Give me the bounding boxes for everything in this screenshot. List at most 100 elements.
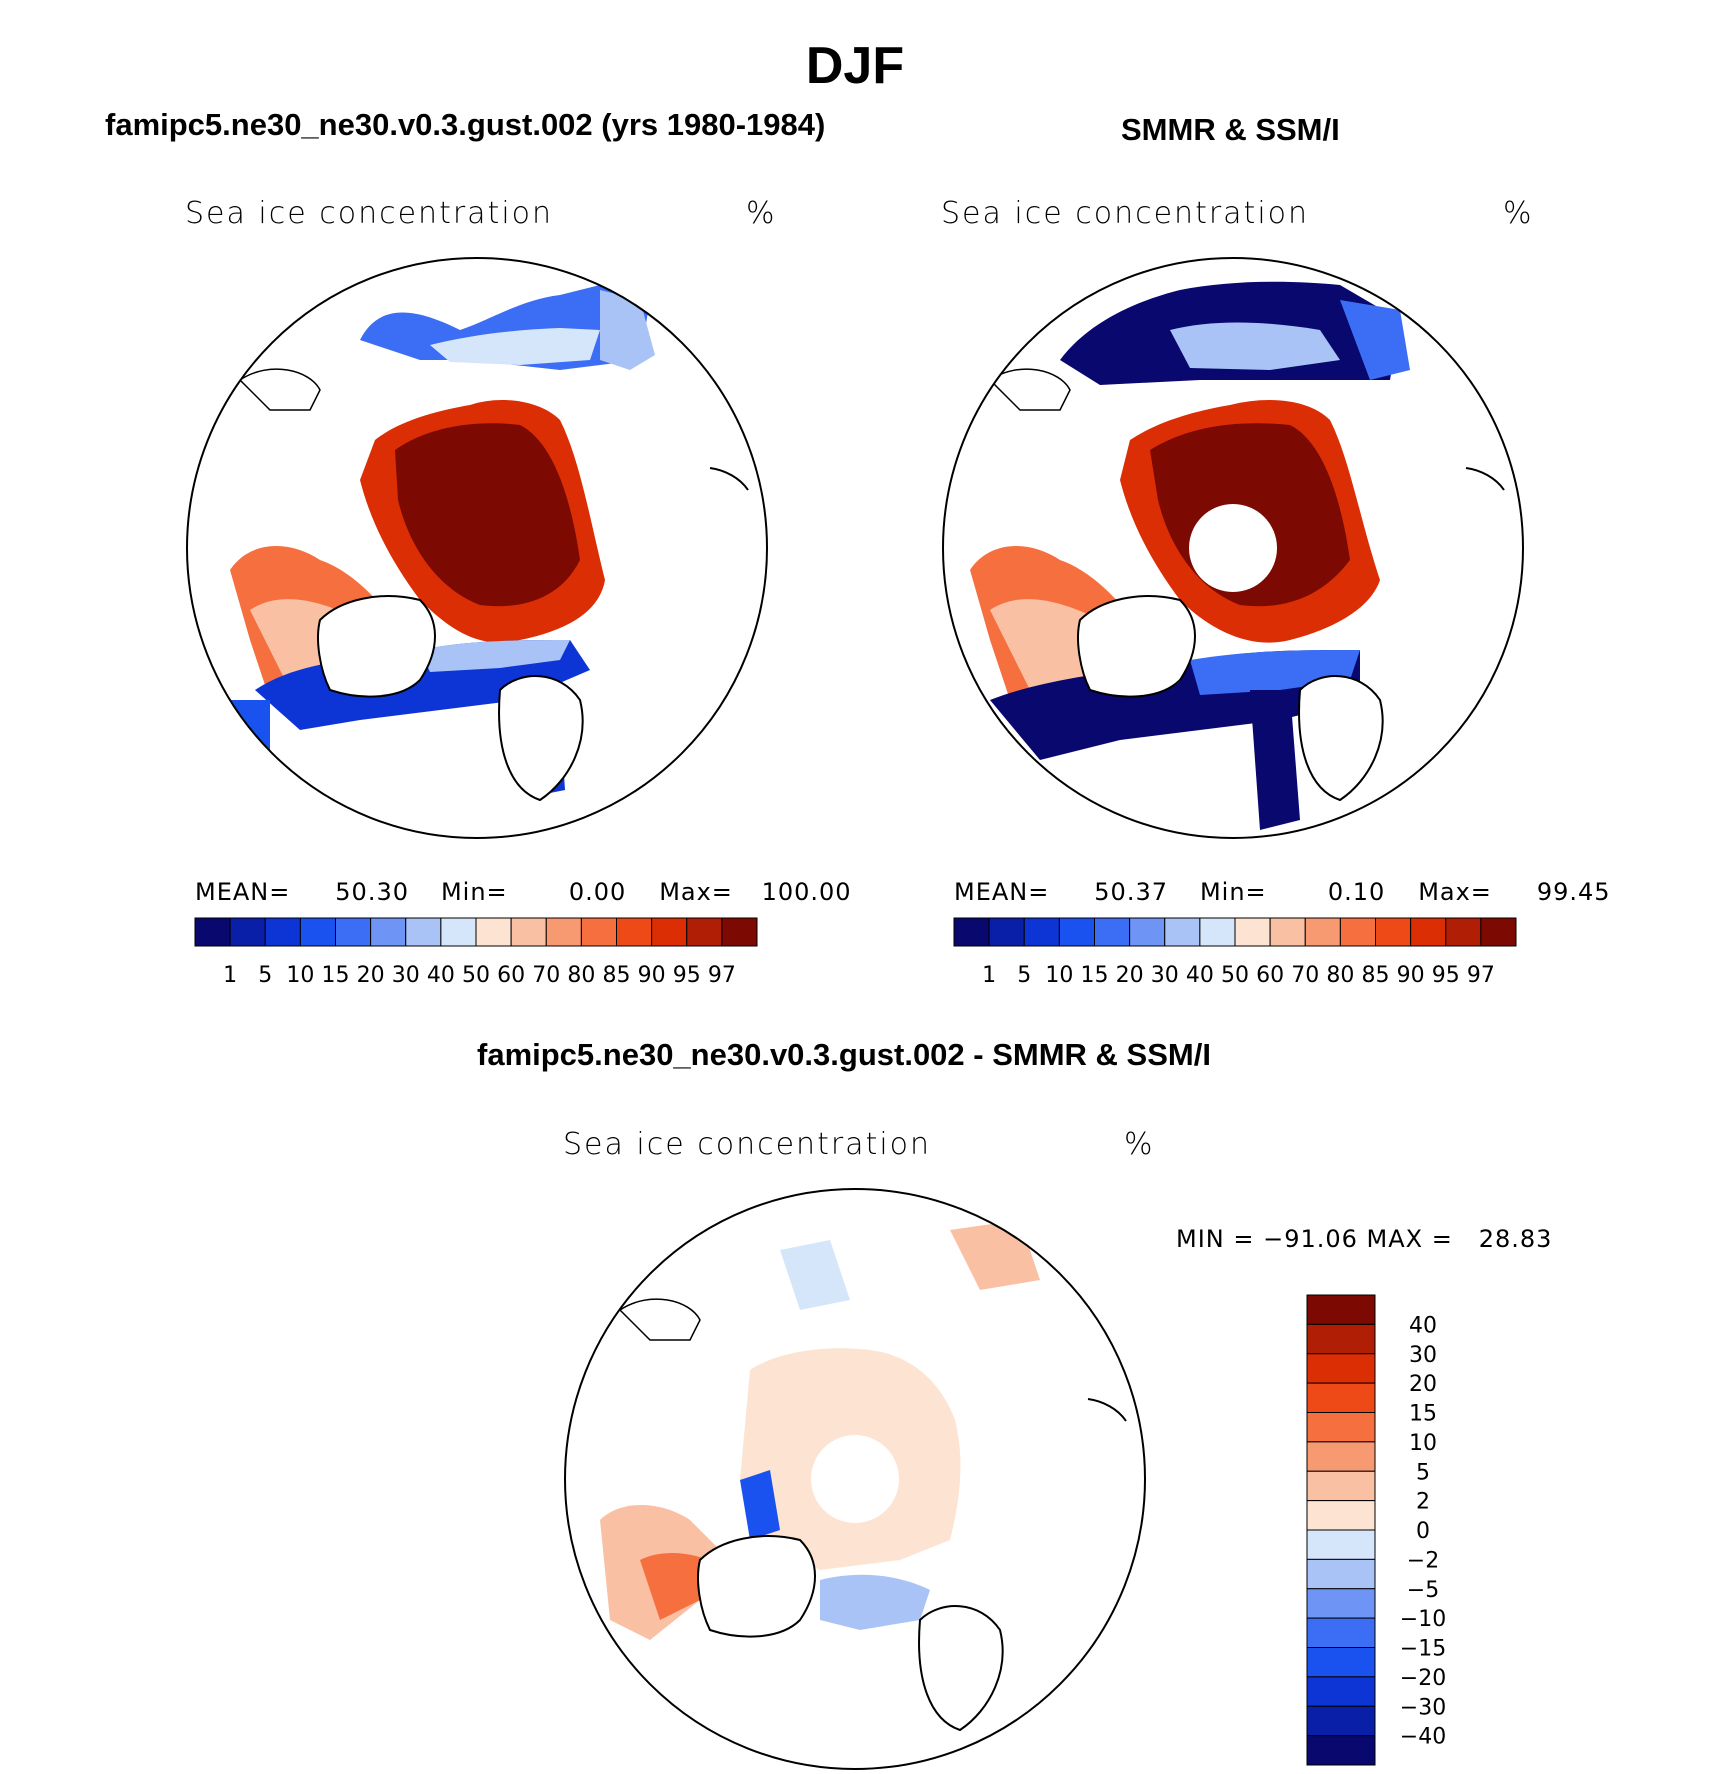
diff-colorbar-swatch (1306, 1617, 1376, 1648)
left-colorbar-swatch (440, 917, 477, 947)
right-colorbar-swatch (1269, 917, 1306, 947)
left-colorbar-tick-label: 10 (286, 963, 314, 988)
diff-colorbar-tick-label: 30 (1409, 1343, 1437, 1368)
diff-colorbar-tick-label: −20 (1400, 1666, 1446, 1691)
diff-colorbar-tick-label: 15 (1409, 1402, 1437, 1427)
right-colorbar-tick-label: 10 (1045, 963, 1073, 988)
left-colorbar-tick-label: 5 (258, 963, 272, 988)
right-colorbar: 1 5 10 15 20 30 40 50 60 70 80 85 90 95 97 (953, 917, 1517, 988)
left-colorbar-swatch (370, 917, 407, 947)
diff-colorbar-swatch (1306, 1441, 1376, 1472)
diff-colorbar-tick-label: −2 (1407, 1548, 1439, 1573)
right-max-value: 99.45 (1536, 878, 1611, 906)
right-map (942, 257, 1524, 839)
diff-colorbar-swatch (1306, 1412, 1376, 1443)
left-colorbar-swatch (405, 917, 442, 947)
right-colorbar-swatch (1199, 917, 1236, 947)
right-colorbar-swatch (1129, 917, 1166, 947)
right-mean-value: 50.37 (1094, 878, 1168, 906)
left-colorbar-tick-label: 80 (567, 963, 595, 988)
right-colorbar-swatch (1094, 917, 1131, 947)
left-colorbar-tick-label: 15 (322, 963, 350, 988)
left-colorbar-swatch (475, 917, 512, 947)
left-colorbar-swatch (194, 917, 231, 947)
left-colorbar-swatch (335, 917, 372, 947)
diff-colorbar-swatch (1306, 1323, 1376, 1355)
diff-colorbar-tick-label: 10 (1409, 1431, 1437, 1456)
left-min-value: 0.00 (568, 878, 627, 906)
right-colorbar-tick-label: 50 (1221, 963, 1249, 988)
right-mean-label: MEAN= (954, 878, 1050, 906)
right-colorbar-tick-label: 95 (1432, 963, 1460, 988)
diff-colorbar-tick-label: −30 (1400, 1695, 1446, 1720)
diff-colorbar-swatch (1306, 1294, 1376, 1325)
right-stats: MEAN= 50.37 Min= 0.10 Max= 99.45 (954, 878, 1611, 906)
right-colorbar-tick-label: 80 (1326, 963, 1354, 988)
right-colorbar-tick-label: 5 (1017, 963, 1031, 988)
left-colorbar-swatch (651, 917, 688, 947)
left-colorbar-tick-label: 60 (497, 963, 525, 988)
left-units-label: % (746, 196, 777, 231)
left-colorbar-tick-label: 95 (673, 963, 701, 988)
diff-colorbar-tick-label: −10 (1400, 1607, 1446, 1632)
diff-colorbar-tick-label: 5 (1416, 1460, 1430, 1485)
right-min-label: Min= (1199, 878, 1267, 906)
right-colorbar-tick-label: 97 (1467, 963, 1495, 988)
diff-colorbar-swatch (1306, 1353, 1376, 1384)
right-colorbar-tick-label: 40 (1186, 963, 1214, 988)
diff-panel-subtitle: famipc5.ne30_ne30.v0.3.gust.002 - SMMR &… (477, 1037, 1211, 1072)
left-colorbar-swatch (510, 917, 547, 947)
left-colorbar-tick-label: 70 (532, 963, 560, 988)
left-mean-value: 50.30 (335, 878, 409, 906)
diff-colorbar-swatch (1306, 1735, 1376, 1766)
left-colorbar-tick-label: 20 (357, 963, 385, 988)
left-colorbar-swatch (686, 917, 723, 947)
left-colorbar-tick-label: 90 (638, 963, 666, 988)
left-colorbar-swatch (299, 917, 336, 947)
right-variable-label: Sea ice concentration (941, 196, 1310, 231)
diff-colorbar-swatch (1306, 1470, 1376, 1502)
right-units-label: % (1503, 196, 1534, 231)
diff-colorbar-swatch (1306, 1588, 1376, 1619)
right-colorbar-tick-label: 20 (1116, 963, 1144, 988)
right-colorbar-swatch (1375, 917, 1412, 947)
left-colorbar-tick-label: 85 (603, 963, 631, 988)
figure-title: DJF (805, 37, 905, 95)
right-colorbar-swatch (1058, 917, 1095, 947)
right-colorbar-swatch (1480, 917, 1517, 947)
right-colorbar-tick-label: 30 (1151, 963, 1179, 988)
left-max-label: Max= (659, 878, 733, 906)
diff-colorbar-swatch (1306, 1558, 1376, 1590)
right-colorbar-tick-label: 60 (1256, 963, 1284, 988)
diff-colorbar-tick-label: −5 (1407, 1578, 1439, 1603)
left-colorbar-tick-label: 30 (392, 963, 420, 988)
diff-colorbar-swatch (1306, 1647, 1376, 1678)
diff-colorbar-tick-label: 0 (1416, 1519, 1430, 1544)
right-colorbar-swatch (1234, 917, 1271, 947)
left-colorbar: 1 5 10 15 20 30 40 50 60 70 80 85 90 95 97 (194, 917, 758, 988)
left-colorbar-tick-label: 97 (708, 963, 736, 988)
right-colorbar-swatch (1023, 917, 1060, 947)
diff-colorbar-tick-label: −15 (1400, 1637, 1446, 1662)
left-colorbar-swatch (264, 917, 301, 947)
left-colorbar-swatch (545, 917, 582, 947)
left-stats: MEAN= 50.30 Min= 0.00 Max= 100.00 (195, 878, 852, 906)
left-panel-subtitle: famipc5.ne30_ne30.v0.3.gust.002 (yrs 198… (105, 107, 826, 142)
right-colorbar-tick-label: 1 (982, 963, 996, 988)
diff-colorbar-tick-label: −40 (1400, 1725, 1446, 1750)
left-colorbar-swatch (616, 917, 653, 947)
diff-variable-label: Sea ice concentration (563, 1127, 932, 1162)
diff-colorbar-swatch (1306, 1705, 1376, 1737)
right-panel-subtitle: SMMR & SSM/I (1121, 112, 1340, 147)
diff-minmax: MIN = −91.06 MAX = 28.83 (1176, 1225, 1553, 1253)
left-colorbar-tick-label: 40 (427, 963, 455, 988)
diff-units-label: % (1124, 1127, 1155, 1162)
right-max-label: Max= (1418, 878, 1492, 906)
right-colorbar-swatch (1164, 917, 1201, 947)
diff-map (564, 1188, 1146, 1770)
left-colorbar-tick-label: 50 (462, 963, 490, 988)
right-colorbar-tick-label: 70 (1291, 963, 1319, 988)
right-colorbar-swatch (1339, 917, 1376, 947)
